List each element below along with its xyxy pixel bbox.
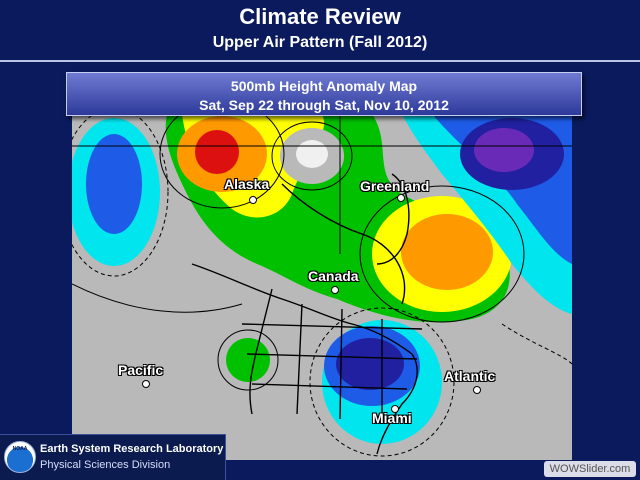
title-divider: [0, 60, 640, 62]
pacific-negative-anomaly: [72, 118, 160, 266]
canada-marker: [331, 286, 339, 294]
pacific-marker: [142, 380, 150, 388]
slider-watermark[interactable]: WOWSlider.com: [544, 461, 636, 477]
miami-marker: [391, 405, 399, 413]
alaska-marker: [249, 196, 257, 204]
noaa-logo-icon: NOAA: [4, 441, 36, 473]
coastlines: [191, 173, 423, 455]
northeast-negative-anomaly: [402, 114, 572, 314]
lab-name: Earth System Research Laboratory: [40, 443, 224, 455]
graticule: [72, 114, 572, 254]
place-label-miami: Miami: [372, 410, 412, 426]
anomaly-map-graphic: [72, 114, 572, 460]
arctic-neutral-area: [280, 128, 344, 184]
place-label-atlantic: Atlantic: [444, 368, 496, 384]
place-label-pacific: Pacific: [118, 362, 164, 378]
contour-lines: [72, 114, 572, 457]
place-label-canada: Canada: [308, 268, 359, 284]
slide-subtitle: Upper Air Pattern (Fall 2012): [212, 34, 428, 51]
map-header-banner: 500mb Height Anomaly Map Sat, Sep 22 thr…: [66, 72, 582, 116]
greenland-marker: [397, 194, 405, 202]
southwest-positive-anomaly: [226, 338, 270, 382]
map-date-range: Sat, Sep 22 through Sat, Nov 10, 2012: [199, 97, 449, 113]
anomaly-map: Alaska Greenland Canada Pacific Atlantic…: [72, 114, 572, 460]
noaa-logo-text: NOAA: [12, 446, 28, 452]
map-title: 500mb Height Anomaly Map: [230, 78, 418, 94]
greenland-positive-anomaly: [372, 196, 512, 312]
slide-title: Climate Review: [239, 4, 401, 29]
place-label-alaska: Alaska: [224, 176, 270, 192]
place-label-greenland: Greenland: [360, 178, 430, 194]
atlantic-marker: [473, 386, 481, 394]
lab-division: Physical Sciences Division: [40, 459, 171, 471]
lab-credit-box: NOAA Earth System Research Laboratory Ph…: [0, 434, 226, 480]
